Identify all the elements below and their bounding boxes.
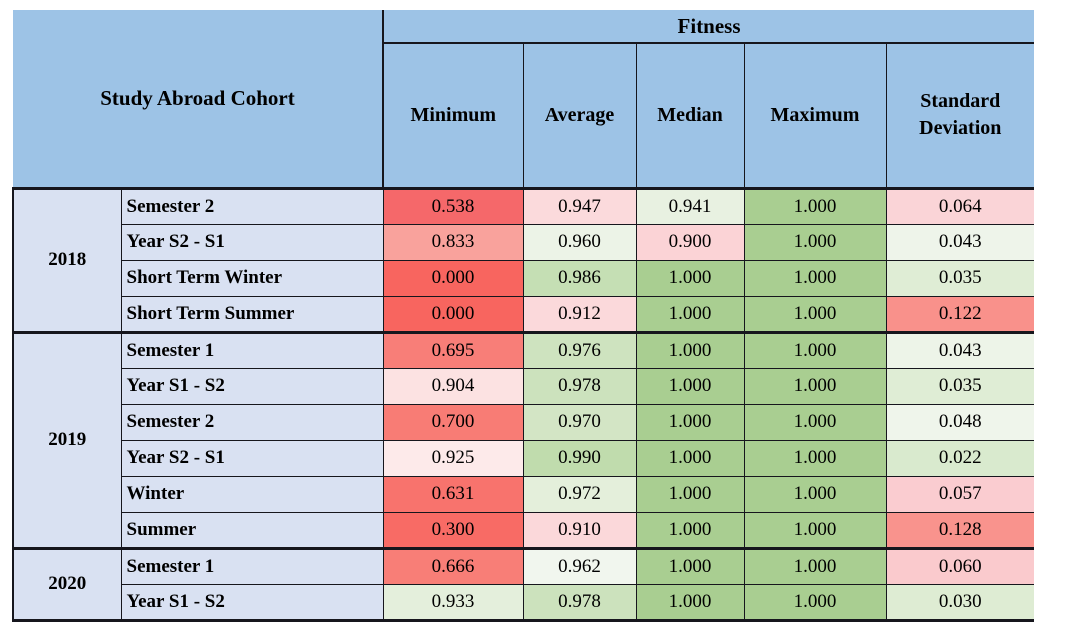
fitness-header: Fitness [383,10,1035,44]
table-row: Year S2 - S1 0.833 0.960 0.900 1.000 0.043 [13,223,1035,261]
cohort-label-cell: Year S2 - S1 [120,223,384,261]
value-cell-minimum: 0.925 [382,439,524,477]
year-cell-2019: 2019 [12,331,122,550]
fitness-table: Study Abroad Cohort Fitness Minimum Avera… [12,10,1035,622]
value-cell-maximum: 1.000 [743,331,887,369]
cohort-label-cell: Short Term Winter [120,259,384,297]
value-cell-median: 1.000 [635,331,745,369]
value-cell-minimum: 0.933 [382,583,524,622]
value-cell-average: 0.978 [522,583,637,622]
value-cell-average: 0.970 [522,403,637,441]
value-cell-median: 1.000 [635,511,745,550]
value-cell-maximum: 1.000 [743,439,887,477]
value-cell-std-deviation: 0.022 [885,439,1035,477]
value-cell-maximum: 1.000 [743,475,887,513]
value-cell-average: 0.947 [522,187,637,225]
cohort-label-cell: Year S1 - S2 [120,583,384,622]
study-abroad-cohort-header: Study Abroad Cohort [13,10,384,190]
value-cell-maximum: 1.000 [743,295,887,334]
table-row: 2020 Semester 1 0.666 0.962 1.000 1.000 0.060 [12,547,1035,622]
value-cell-average: 0.986 [522,259,637,297]
column-header-median: Median [636,43,745,190]
value-cell-median: 1.000 [635,547,745,585]
value-cell-average: 0.962 [522,547,637,585]
value-cell-minimum: 0.300 [382,511,524,550]
value-cell-average: 0.960 [522,223,637,261]
value-cell-std-deviation: 0.064 [885,187,1035,225]
value-cell-minimum: 0.695 [382,331,524,369]
cohort-label-cell: Semester 1 [120,331,384,369]
table-row: Summer 0.300 0.910 1.000 1.000 0.128 [13,511,1035,550]
column-header-maximum: Maximum [744,43,887,190]
table-body: 2018 Semester 2 0.538 0.947 0.941 1.000 0.064 Y… [12,187,1035,622]
column-header-minimum: Minimum [383,43,524,190]
value-cell-std-deviation: 0.043 [885,223,1035,261]
value-cell-std-deviation: 0.043 [885,331,1035,369]
value-cell-median: 1.000 [635,439,745,477]
value-cell-maximum: 1.000 [743,187,887,225]
cohort-label-cell: Semester 2 [120,187,384,225]
table-row: Short Term Winter 0.000 0.986 1.000 1.000 0.0… [13,259,1035,297]
value-cell-maximum: 1.000 [743,403,887,441]
value-cell-median: 1.000 [635,367,745,405]
table-row: Semester 2 0.700 0.970 1.000 1.000 0.048 [13,403,1035,441]
value-cell-minimum: 0.666 [382,547,524,585]
cohort-label-cell: Winter [120,475,384,513]
value-cell-average: 0.978 [522,367,637,405]
cohort-label-cell: Short Term Summer [120,295,384,334]
value-cell-maximum: 1.000 [743,367,887,405]
column-header-average: Average [523,43,637,190]
value-cell-std-deviation: 0.048 [885,403,1035,441]
value-cell-median: 1.000 [635,475,745,513]
value-cell-std-deviation: 0.128 [885,511,1035,550]
cohort-label-cell: Year S2 - S1 [120,439,384,477]
value-cell-maximum: 1.000 [743,223,887,261]
value-cell-median: 1.000 [635,403,745,441]
value-cell-std-deviation: 0.035 [885,367,1035,405]
table-row: Year S1 - S2 0.904 0.978 1.000 1.000 0.035 [13,367,1035,405]
table-row: 2019 Semester 1 0.695 0.976 1.000 1.000 0.043 [12,331,1035,550]
value-cell-minimum: 0.631 [382,475,524,513]
value-cell-average: 0.990 [522,439,637,477]
cohort-label-cell: Year S1 - S2 [120,367,384,405]
year-cell-2020: 2020 [12,547,122,622]
cohort-label-cell: Summer [120,511,384,550]
cohort-label-cell: Semester 2 [120,403,384,441]
value-cell-median: 1.000 [635,259,745,297]
value-cell-average: 0.912 [522,295,637,334]
table-row: 2018 Semester 2 0.538 0.947 0.941 1.000 0.064 [12,187,1035,334]
year-cell-2018: 2018 [12,187,122,334]
value-cell-std-deviation: 0.057 [885,475,1035,513]
value-cell-average: 0.976 [522,331,637,369]
value-cell-minimum: 0.833 [382,223,524,261]
value-cell-median: 0.941 [635,187,745,225]
value-cell-std-deviation: 0.122 [885,295,1035,334]
value-cell-maximum: 1.000 [743,547,887,585]
value-cell-average: 0.910 [522,511,637,550]
value-cell-median: 1.000 [635,583,745,622]
value-cell-std-deviation: 0.035 [885,259,1035,297]
value-cell-median: 0.900 [635,223,745,261]
value-cell-median: 1.000 [635,295,745,334]
value-cell-maximum: 1.000 [743,583,887,622]
column-header-row: Minimum Average Median Maximum Standard Devi… [13,43,1035,190]
value-cell-maximum: 1.000 [743,511,887,550]
value-cell-minimum: 0.904 [382,367,524,405]
table-row: Winter 0.631 0.972 1.000 1.000 0.057 [13,475,1035,513]
table-header: Study Abroad Cohort Fitness Minimum Avera… [13,10,1035,190]
value-cell-maximum: 1.000 [743,259,887,297]
value-cell-minimum: 0.538 [382,187,524,225]
value-cell-minimum: 0.000 [382,295,524,334]
cohort-label-cell: Semester 1 [120,547,384,585]
column-header-std-deviation: Standard Deviation [886,43,1035,190]
value-cell-std-deviation: 0.060 [885,547,1035,585]
value-cell-average: 0.972 [522,475,637,513]
value-cell-std-deviation: 0.030 [885,583,1035,622]
table-row: Short Term Summer 0.000 0.912 1.000 1.000 0.1… [13,295,1035,334]
value-cell-minimum: 0.000 [382,259,524,297]
table-row: Year S1 - S2 0.933 0.978 1.000 1.000 0.030 [13,583,1035,622]
table-row: Year S2 - S1 0.925 0.990 1.000 1.000 0.022 [13,439,1035,477]
value-cell-minimum: 0.700 [382,403,524,441]
